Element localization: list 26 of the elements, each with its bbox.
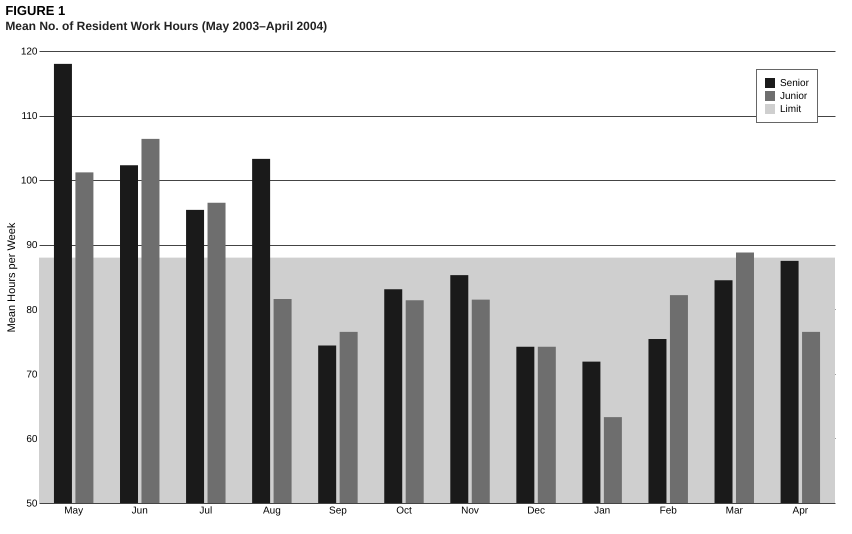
y-tick-label: 60	[26, 434, 38, 445]
y-tick-label: 50	[26, 498, 38, 510]
y-tick-label: 70	[26, 369, 38, 380]
x-tick-label: Jun	[132, 506, 148, 516]
y-axis-title: Mean Hours per Week	[6, 222, 18, 332]
x-tick-label: May	[64, 506, 84, 516]
x-tick-label: Aug	[262, 506, 281, 516]
x-tick-label: Jan	[594, 506, 610, 516]
chart-title: FIGURE 1	[5, 3, 66, 18]
y-tick-label: 100	[20, 176, 38, 187]
legend-label: Limit	[780, 104, 802, 115]
legend-label: Junior	[780, 91, 808, 102]
x-tick-label: Sep	[329, 506, 348, 516]
x-tick-label: Mar	[726, 506, 744, 516]
x-tick-label: Oct	[396, 506, 412, 516]
x-tick-label: Nov	[461, 506, 479, 516]
y-tick-label: 110	[22, 111, 38, 122]
x-tick-label: Dec	[527, 506, 545, 516]
x-tick-label: Feb	[660, 506, 678, 516]
chart-subtitle: Mean No. of Resident Work Hours (May 2003–April 2004)	[5, 19, 328, 33]
x-tick-label: Apr	[792, 506, 809, 516]
y-tick-label: 120	[20, 46, 38, 58]
x-tick-label: Jul	[199, 506, 212, 516]
y-tick-label: 80	[26, 304, 38, 316]
y-tick-label: 90	[26, 240, 38, 252]
legend-label: Senior	[780, 78, 810, 89]
